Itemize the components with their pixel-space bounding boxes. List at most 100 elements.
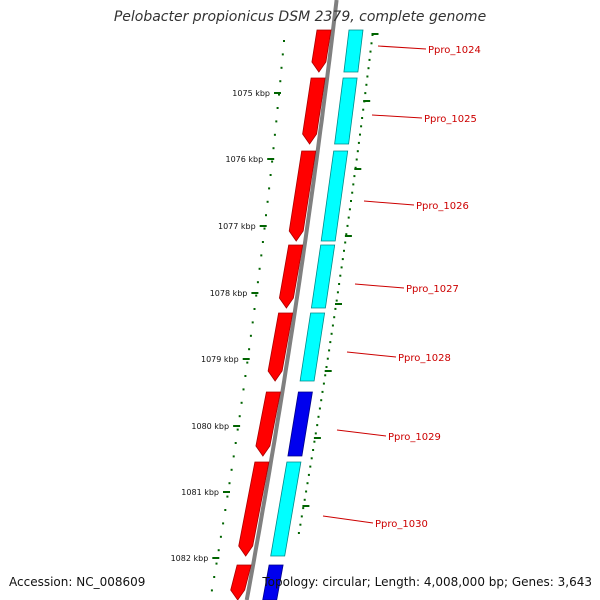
track-dot (329, 341, 332, 344)
track-dot (317, 415, 320, 418)
ruler-dot (263, 227, 266, 230)
ruler-dot (234, 442, 237, 444)
track-dot (321, 390, 324, 393)
kbp-tick-label: 1077 kbp (218, 222, 256, 231)
ruler-dot (279, 80, 282, 83)
track-dot (300, 515, 303, 518)
track-dot (366, 75, 369, 78)
track-dot (312, 449, 315, 451)
track-dot (303, 498, 306, 501)
track-dot (297, 532, 300, 534)
ruler-dot (230, 468, 233, 471)
gene-leader-line (336, 429, 387, 437)
track-dot (367, 67, 370, 70)
track-dot (344, 241, 347, 244)
track-dot (369, 50, 372, 53)
ruler-dot (246, 361, 249, 364)
ruler-dot (273, 133, 276, 136)
ruler-dot (240, 401, 243, 404)
ruler-dot (266, 200, 269, 203)
track-dot (336, 291, 339, 294)
track-dot (355, 158, 358, 161)
ruler-dot (248, 348, 251, 351)
gene-label: Ppro_1030 (375, 519, 428, 530)
track-dot (325, 366, 328, 368)
ruler-dot (232, 455, 235, 458)
ruler-dot (260, 254, 263, 257)
track-dot (351, 191, 354, 194)
ruler-dot (276, 107, 279, 109)
gene-leader-line (346, 351, 397, 358)
track-dot (318, 407, 321, 410)
ruler-dot (265, 214, 267, 217)
ruler-dot (283, 40, 285, 42)
track-dot (320, 399, 323, 402)
track-dot (314, 432, 317, 435)
track-dot (370, 42, 373, 45)
track-dot (328, 349, 331, 352)
track-dot (313, 440, 316, 443)
ruler-dot (236, 428, 239, 431)
track-dot (307, 473, 310, 476)
ruler-dot (268, 187, 271, 190)
ruler-dot (244, 375, 247, 377)
ruler-dot (253, 308, 256, 310)
genome-summary-text: Topology: circular; Length: 4,008,000 bp… (262, 575, 592, 589)
track-dot (306, 482, 309, 485)
reverse-gene-block-cyan (310, 244, 336, 309)
ruler-dot (258, 267, 261, 270)
ruler-dot (213, 576, 216, 578)
track-dot (346, 224, 349, 227)
ruler-dot (242, 388, 245, 391)
forward-gene-arrow (278, 244, 304, 309)
kbp-tick-label: 1082 kbp (171, 554, 209, 563)
forward-gene-arrow (311, 29, 332, 73)
ruler-dot (255, 294, 258, 297)
kbp-tick-label: 1078 kbp (210, 289, 248, 298)
track-dot (335, 299, 338, 302)
track-dot (357, 141, 360, 144)
kbp-tick-label: 1080 kbp (191, 422, 229, 431)
track-dot (347, 216, 350, 219)
ruler-dot (281, 53, 284, 56)
track-dot (362, 108, 365, 111)
accession-text: Accession: NC_008609 (9, 575, 146, 589)
track-dot (360, 125, 363, 128)
ruler-dot (226, 495, 229, 498)
kbp-tick-label: 1081 kbp (181, 488, 219, 497)
ruler-dot (256, 281, 259, 284)
ruler-dot (261, 241, 264, 243)
gene-label: Ppro_1025 (424, 114, 477, 125)
reverse-gene-block-cyan (270, 461, 302, 557)
ruler-dot (271, 160, 274, 163)
kbp-tick-label: 1075 kbp (232, 89, 270, 98)
track-dot (302, 507, 305, 510)
track-dot (356, 150, 359, 153)
ruler-dot (269, 174, 272, 176)
track-dot (361, 117, 364, 119)
ruler-dot (275, 120, 278, 123)
track-dot (326, 357, 329, 360)
track-dot (310, 457, 313, 460)
gene-label: Ppro_1029 (388, 432, 441, 443)
track-dot (322, 382, 325, 385)
track-dot (299, 523, 302, 526)
track-dot (331, 324, 334, 327)
gene-leader-line (371, 114, 423, 119)
gene-leader-line (322, 515, 374, 524)
ruler-dot (210, 589, 213, 592)
ruler-dot (278, 93, 280, 96)
ruler-dot (249, 334, 252, 337)
ruler-dot (219, 535, 222, 538)
gene-label: Ppro_1028 (398, 353, 451, 364)
ruler-dot (222, 522, 225, 525)
ruler-dot (238, 415, 241, 418)
forward-gene-arrow (230, 564, 252, 600)
track-dot (364, 92, 367, 95)
reverse-gene-block-cyan (299, 312, 326, 382)
forward-gene-arrow (255, 391, 281, 457)
reverse-gene-block-cyan (343, 29, 364, 73)
forward-gene-arrow (238, 461, 270, 557)
